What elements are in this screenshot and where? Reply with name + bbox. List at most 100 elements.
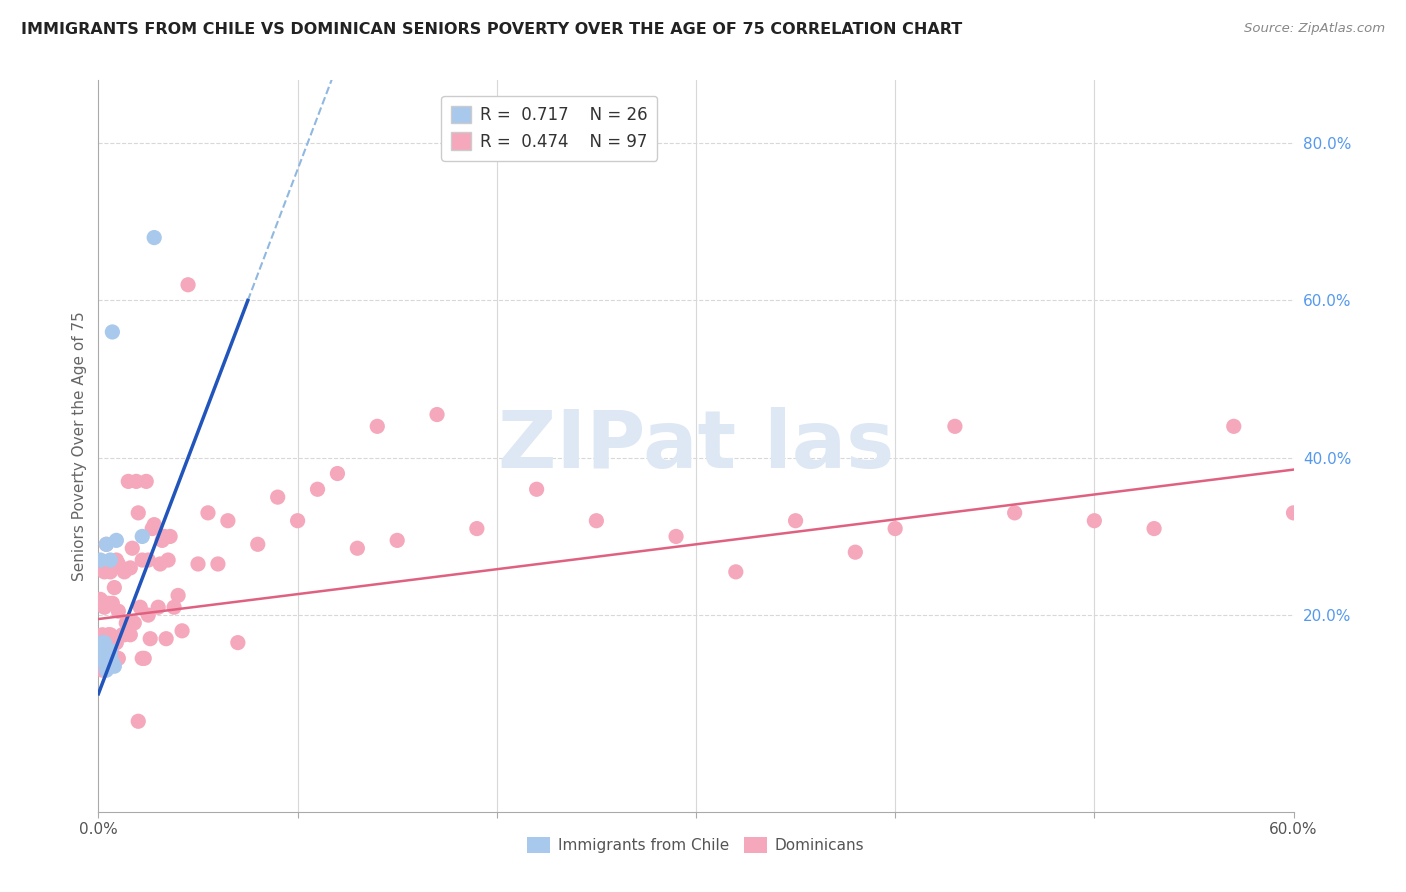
Point <box>91 635 114 649</box>
Point <box>89 640 111 654</box>
Point <box>91 643 114 657</box>
Point <box>98 651 122 665</box>
Point <box>91 635 114 649</box>
Point <box>105 553 128 567</box>
Point <box>127 506 149 520</box>
Point <box>150 533 173 548</box>
Point <box>103 659 125 673</box>
Point <box>101 640 124 654</box>
Point <box>346 541 368 556</box>
Point <box>143 517 166 532</box>
Point <box>884 522 907 536</box>
Legend: Immigrants from Chile, Dominicans: Immigrants from Chile, Dominicans <box>522 830 870 859</box>
Point <box>96 663 118 677</box>
Point <box>943 419 966 434</box>
Point <box>111 628 134 642</box>
Point <box>207 557 229 571</box>
Point <box>96 643 118 657</box>
Point <box>665 529 688 543</box>
Point <box>187 557 209 571</box>
Point <box>136 553 159 567</box>
Point <box>107 557 129 571</box>
Point <box>307 482 329 496</box>
Point <box>97 596 120 610</box>
Point <box>91 651 114 665</box>
Point <box>93 655 115 669</box>
Point <box>91 651 114 665</box>
Point <box>267 490 290 504</box>
Point <box>96 537 118 551</box>
Point <box>149 557 172 571</box>
Point <box>136 608 159 623</box>
Point <box>1223 419 1246 434</box>
Point <box>124 615 146 630</box>
Point <box>246 537 269 551</box>
Point <box>465 522 488 536</box>
Point <box>1004 506 1026 520</box>
Point <box>326 467 349 481</box>
Point <box>89 648 111 662</box>
Point <box>139 632 162 646</box>
Point <box>526 482 548 496</box>
Point <box>98 565 122 579</box>
Point <box>93 635 115 649</box>
Point <box>93 655 115 669</box>
Point <box>105 533 128 548</box>
Point <box>98 648 122 662</box>
Point <box>93 600 115 615</box>
Point <box>96 643 118 657</box>
Point <box>366 419 388 434</box>
Point <box>287 514 309 528</box>
Point <box>91 640 114 654</box>
Point <box>157 553 180 567</box>
Y-axis label: Seniors Poverty Over the Age of 75: Seniors Poverty Over the Age of 75 <box>72 311 87 581</box>
Text: ZIPat las: ZIPat las <box>498 407 894 485</box>
Point <box>107 604 129 618</box>
Point <box>98 628 122 642</box>
Point <box>97 659 120 673</box>
Point <box>96 651 118 665</box>
Point <box>844 545 866 559</box>
Point <box>1282 506 1305 520</box>
Point <box>125 475 148 489</box>
Point <box>93 643 115 657</box>
Point <box>129 600 152 615</box>
Point <box>98 643 122 657</box>
Point <box>226 635 249 649</box>
Point <box>127 714 149 729</box>
Point <box>155 632 177 646</box>
Point <box>131 651 153 665</box>
Point <box>163 600 186 615</box>
Point <box>724 565 747 579</box>
Point <box>97 635 120 649</box>
Point <box>89 659 111 673</box>
Point <box>134 651 156 665</box>
Point <box>426 408 449 422</box>
Point <box>153 529 176 543</box>
Point <box>98 640 122 654</box>
Point <box>101 596 124 610</box>
Point <box>105 635 128 649</box>
Point <box>112 628 135 642</box>
Point <box>91 663 114 677</box>
Point <box>172 624 194 638</box>
Point <box>131 553 153 567</box>
Point <box>97 655 120 669</box>
Point <box>101 655 124 669</box>
Point <box>1143 522 1166 536</box>
Point <box>1083 514 1105 528</box>
Text: IMMIGRANTS FROM CHILE VS DOMINICAN SENIORS POVERTY OVER THE AGE OF 75 CORRELATIO: IMMIGRANTS FROM CHILE VS DOMINICAN SENIO… <box>21 22 962 37</box>
Text: Source: ZipAtlas.com: Source: ZipAtlas.com <box>1244 22 1385 36</box>
Point <box>117 475 139 489</box>
Point <box>177 277 200 292</box>
Point <box>131 529 153 543</box>
Point <box>91 643 114 657</box>
Point <box>98 553 122 567</box>
Point <box>89 643 111 657</box>
Point <box>167 589 190 603</box>
Point <box>93 635 115 649</box>
Point <box>89 553 111 567</box>
Point <box>101 651 124 665</box>
Point <box>96 655 118 669</box>
Point <box>96 635 118 649</box>
